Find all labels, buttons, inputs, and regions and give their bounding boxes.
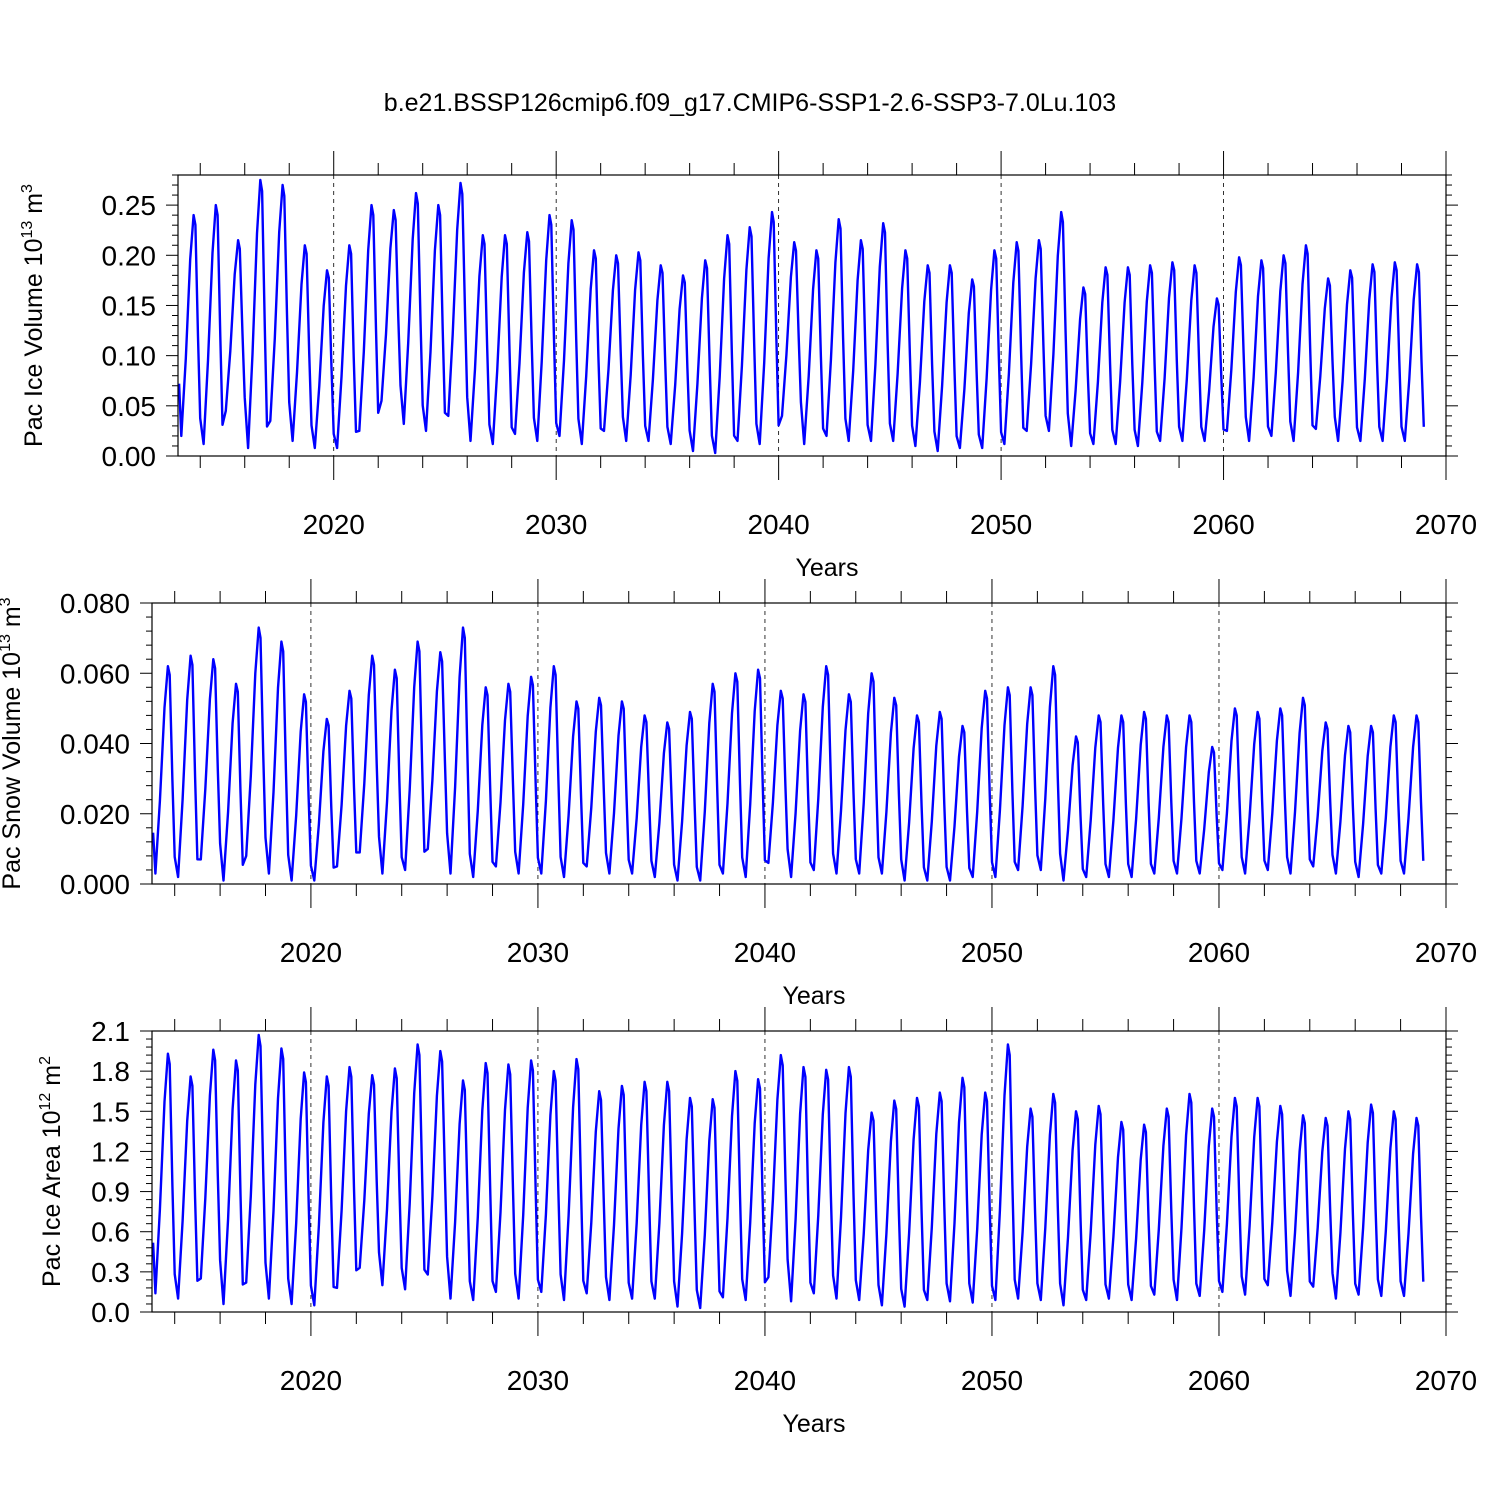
x-tick-label: 2060 [1188, 937, 1250, 968]
x-tick-label: 2030 [507, 1365, 569, 1396]
x-tick-label: 2030 [507, 937, 569, 968]
series-line [177, 178, 1425, 455]
x-tick-label: 2040 [734, 1365, 796, 1396]
y-axis-label-unit-exponent: 2 [37, 1056, 54, 1065]
x-tick-label: 2070 [1415, 509, 1477, 540]
y-axis-label: Pac Snow Volume 1013 m3 [0, 597, 26, 889]
x-tick-label: 2060 [1192, 509, 1254, 540]
y-tick-label: 0.040 [60, 729, 130, 760]
y-tick-label: 0.6 [91, 1217, 130, 1248]
y-axis-label: Pac Ice Volume 1013 m3 [19, 184, 48, 447]
x-tick-label: 2040 [734, 937, 796, 968]
y-tick-label: 0.080 [60, 588, 130, 619]
y-tick-label: 0.000 [60, 869, 130, 900]
y-axis-label-unit: m [20, 193, 48, 221]
y-tick-label: 0.25 [102, 190, 157, 221]
x-axis-label: Years [782, 1410, 845, 1438]
y-tick-label: 0.3 [91, 1257, 130, 1288]
y-axis-label-exponent: 13 [0, 634, 14, 652]
y-tick-label: 0.20 [102, 240, 157, 271]
y-tick-label: 0.060 [60, 658, 130, 689]
x-tick-label: 2050 [970, 509, 1032, 540]
x-tick-label: 2020 [280, 1365, 342, 1396]
y-axis-label-unit: m [0, 606, 26, 634]
x-axis-label: Years [782, 982, 845, 1010]
y-tick-label: 1.5 [91, 1096, 130, 1127]
y-axis-label-main: Pac Ice Area 10 [38, 1110, 66, 1287]
figure-title: b.e21.BSSP126cmip6.f09_g17.CMIP6-SSP1-2.… [384, 89, 1116, 117]
x-tick-label: 2020 [280, 937, 342, 968]
x-tick-label: 2040 [747, 509, 809, 540]
series-line [151, 626, 1425, 882]
y-tick-label: 0.0 [91, 1297, 130, 1328]
y-tick-label: 0.9 [91, 1177, 130, 1208]
y-axis-label-main: Pac Ice Volume 10 [20, 239, 48, 447]
x-tick-label: 2030 [525, 509, 587, 540]
x-tick-label: 2070 [1415, 937, 1477, 968]
plot-frame [151, 1030, 1447, 1313]
panel-ice-area: 0.0 0.3 0.6 0.9 1.2 1.5 1.8 2.1 2020 2030 2040 2050… [37, 1007, 1477, 1438]
y-tick-label: 0.15 [102, 290, 157, 321]
y-tick-label: 1.2 [91, 1136, 130, 1167]
panel-snow-volume: 0.000 0.020 0.040 0.060 0.080 2020 2030 2040 205… [0, 579, 1477, 1010]
x-tick-label: 2050 [961, 1365, 1023, 1396]
panel-ice-volume: 0.00 0.05 0.10 0.15 0.20 0.25 2020 2030 2040 2050… [19, 151, 1477, 582]
y-tick-label: 2.1 [91, 1016, 130, 1047]
y-axis-label-unit-exponent: 3 [19, 184, 36, 193]
y-tick-label: 0.10 [102, 341, 157, 372]
x-tick-label: 2020 [303, 509, 365, 540]
y-axis-label-exponent: 13 [19, 221, 36, 239]
series-line [151, 1033, 1425, 1310]
y-tick-label: 1.8 [91, 1056, 130, 1087]
x-tick-label: 2060 [1188, 1365, 1250, 1396]
x-axis-label: Years [795, 554, 858, 582]
y-tick-label: 0.05 [102, 391, 157, 422]
y-axis-label-exponent: 12 [37, 1093, 54, 1111]
y-axis-label-main: Pac Snow Volume 10 [0, 652, 26, 890]
y-tick-label: 0.020 [60, 799, 130, 830]
x-tick-label: 2070 [1415, 1365, 1477, 1396]
y-axis-label: Pac Ice Area 1012 m2 [37, 1056, 66, 1287]
y-axis-label-unit-exponent: 3 [0, 597, 14, 606]
y-tick-label: 0.00 [102, 441, 157, 472]
y-axis-label-unit: m [38, 1065, 66, 1093]
x-tick-label: 2050 [961, 937, 1023, 968]
